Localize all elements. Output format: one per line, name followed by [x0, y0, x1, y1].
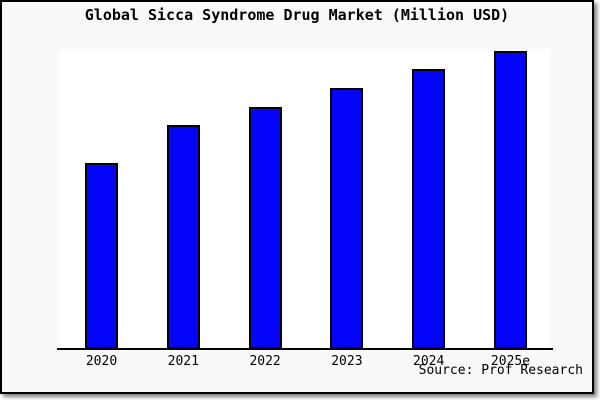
bar-2021 [166, 125, 200, 349]
x-tick-label-2022: 2022 [249, 354, 281, 369]
x-tick-label-2020: 2020 [85, 354, 118, 369]
source-attribution: Source: Prof Research [418, 363, 583, 378]
bar-2020 [85, 163, 118, 349]
x-tick-label-2023: 2023 [331, 354, 363, 369]
plot-area [60, 49, 550, 349]
x-tick-label-2024: 2024 [413, 354, 445, 369]
bar-2025e [494, 51, 527, 349]
bar-2024 [412, 69, 446, 349]
x-axis-line [57, 348, 553, 350]
bar-2023 [330, 88, 364, 349]
x-tick-label-2025e: 2025e [490, 354, 531, 369]
chart-title: Global Sicca Syndrome Drug Market (Milli… [84, 6, 510, 24]
bar-2022 [248, 107, 282, 349]
x-tick-label-2021: 2021 [167, 354, 199, 369]
